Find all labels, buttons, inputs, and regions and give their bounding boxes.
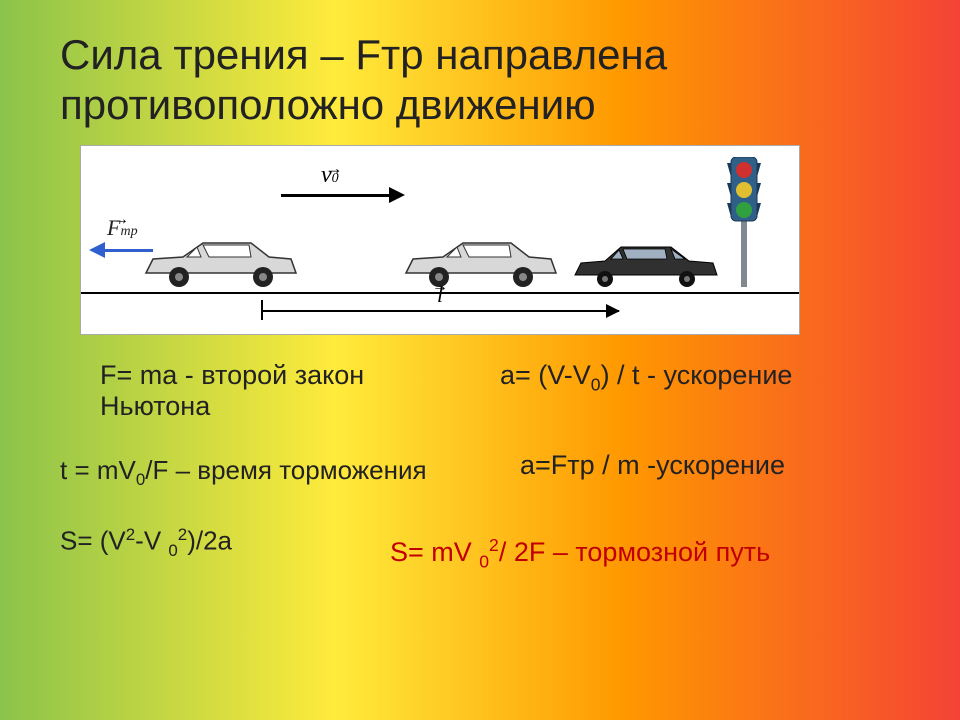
traffic-light xyxy=(719,157,769,292)
friction-label: Fтр xyxy=(107,215,138,241)
car-1 xyxy=(141,235,301,292)
slide-title: Сила трения – Fтр направлена противополо… xyxy=(60,30,900,131)
distance-label: l xyxy=(437,282,443,308)
velocity-vector-arrowhead xyxy=(389,187,405,203)
formula-brake-distance: S= mV 02/ 2F – тормозной путь xyxy=(390,535,770,572)
velocity-vector: → v0 xyxy=(281,166,441,206)
dim-line xyxy=(261,310,619,312)
formula-accel-friction: a=Fтр / m -ускорение xyxy=(520,450,785,481)
car-3 xyxy=(571,239,721,292)
formula-acceleration: a= (V-V0) / t - ускорение xyxy=(500,360,792,395)
formulas-area: F= ma - второй закон Ньютона t = mV0/F –… xyxy=(60,360,900,680)
physics-diagram: → Fтр → v0 xyxy=(80,145,800,335)
distance-dimension: → l xyxy=(261,300,619,324)
dim-arrowhead xyxy=(606,304,620,318)
velocity-label: v0 xyxy=(321,162,339,189)
velocity-vector-line xyxy=(281,194,391,197)
formula-distance: S= (V2-V 02)/2a xyxy=(60,525,232,561)
slide: Сила трения – Fтр направлена противополо… xyxy=(0,0,960,720)
formula-brake-time: t = mV0/F – время торможения xyxy=(60,455,427,490)
car-2 xyxy=(401,235,561,292)
formula-newton2: F= ma - второй закон Ньютона xyxy=(100,360,460,422)
friction-vector-arrowhead xyxy=(89,242,105,258)
